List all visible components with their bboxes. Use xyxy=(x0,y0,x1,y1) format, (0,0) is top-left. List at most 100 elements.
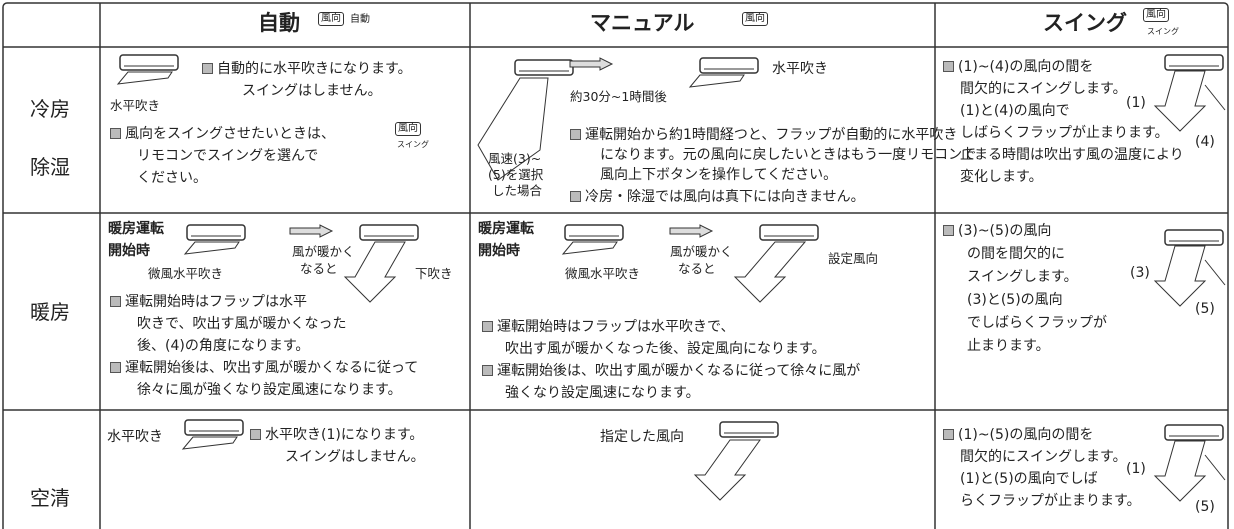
caption: 設定風向 xyxy=(828,251,879,266)
caption: 風速(3)~ xyxy=(488,151,542,166)
ac-unit xyxy=(186,224,246,241)
note-line: リモコンでスイングを選んで xyxy=(137,148,319,164)
caption: 暖房運転 xyxy=(108,221,164,237)
ac-unit xyxy=(1164,229,1224,246)
caption: (3) xyxy=(1130,265,1150,281)
airflow-arrow xyxy=(1153,440,1207,502)
ac-unit xyxy=(359,224,419,241)
note-line: (1)と(4)の風向で xyxy=(960,103,1070,119)
column-title: 自動 xyxy=(258,11,300,35)
caption: なると xyxy=(678,261,716,276)
note-line: 水平吹き(1)になります。 xyxy=(249,427,424,443)
caption: した場合 xyxy=(492,183,543,198)
next-arrow xyxy=(289,224,334,238)
note-line: 運転開始時はフラップは水平吹きで、 xyxy=(481,319,735,335)
icon: 風向 xyxy=(1143,8,1169,22)
note-line: 風向上下ボタンを操作してください。 xyxy=(600,167,838,183)
caption: 風が暖かく xyxy=(670,244,733,259)
icon: 風向 xyxy=(395,122,421,136)
caption: 微風水平吹き xyxy=(148,266,224,281)
row-label: 暖房 xyxy=(30,300,70,324)
icon: 風向 xyxy=(318,12,344,26)
caption: 約30分~1時間後 xyxy=(570,89,667,104)
note-line: ください。 xyxy=(137,170,207,186)
note-line: 吹出す風が暖かくなった後、設定風向になります。 xyxy=(505,341,826,357)
ac-unit xyxy=(564,224,624,241)
airflow-arrow xyxy=(688,74,745,88)
note-line: 運転開始後は、吹出す風が暖かくなるに従って徐々に風が xyxy=(481,363,861,379)
note-line: 風向をスイングさせたいときは、 xyxy=(110,126,335,142)
note-line: らくフラップが止まります。 xyxy=(960,493,1141,509)
note-line: (1)~(5)の風向の間を xyxy=(942,427,1094,443)
airflow-arrow xyxy=(733,241,807,303)
swing-arrow xyxy=(1204,454,1226,481)
caption: 微風水平吹き xyxy=(565,266,641,281)
caption: 下吹き xyxy=(415,266,453,281)
airflow-arrow xyxy=(561,241,618,255)
airflow-arrow xyxy=(183,241,240,255)
row-label: 除湿 xyxy=(30,155,70,179)
caption: なると xyxy=(300,261,338,276)
note-line: の間を間欠的に xyxy=(967,246,1065,262)
note-line: でしばらくフラップが xyxy=(967,315,1107,331)
swing-arrow xyxy=(1204,84,1226,111)
note-line: 徐々に風が強くなり設定風速になります。 xyxy=(137,382,402,398)
note-line: スイングはしません。 xyxy=(285,449,425,465)
ac-unit xyxy=(1164,54,1224,71)
note-line: 間欠的にスイングします。 xyxy=(960,81,1127,97)
airflow-arrow xyxy=(477,77,549,181)
caption: (5) xyxy=(1195,301,1215,317)
ac-unit xyxy=(1164,424,1224,441)
next-arrow xyxy=(569,57,614,71)
note-line: 冷房・除湿では風向は真下には向きません。 xyxy=(570,189,865,205)
note-line: スイングはしません。 xyxy=(242,83,382,99)
caption: (1) xyxy=(1126,461,1146,477)
airflow-arrow xyxy=(693,439,761,501)
column-title: スイング xyxy=(1043,11,1127,35)
note-line: になります。元の風向に戻したいときはもう一度リモコンで xyxy=(600,147,977,163)
note-line: 止まる時間は吹出す風の温度により xyxy=(960,147,1184,163)
note-line: 強くなり設定風速になります。 xyxy=(505,385,700,401)
caption: (4) xyxy=(1195,134,1215,150)
caption: (1) xyxy=(1126,95,1146,111)
row-label: 冷房 xyxy=(30,97,70,121)
caption: 開始時 xyxy=(478,243,520,259)
airflow-arrow xyxy=(116,71,173,85)
note-line: (1)と(5)の風向でしば xyxy=(960,471,1098,487)
ac-unit xyxy=(514,59,574,76)
ac-unit xyxy=(759,224,819,241)
note-line: 吹きで、吹出す風が暖かくなった xyxy=(137,316,347,332)
icon-caption: スイング xyxy=(397,140,429,149)
caption: 水平吹き xyxy=(110,98,161,113)
note-line: 間欠的にスイングします。 xyxy=(960,449,1127,465)
caption: 水平吹き xyxy=(772,61,828,77)
note-line: (3)~(5)の風向 xyxy=(942,223,1052,239)
note-line: (3)と(5)の風向 xyxy=(967,292,1063,308)
airflow-arrow xyxy=(1153,245,1207,307)
icon-caption: スイング xyxy=(1147,27,1179,36)
note-line: 後、(4)の角度になります。 xyxy=(137,338,310,354)
note-line: スイングします。 xyxy=(967,269,1078,285)
airflow-arrow xyxy=(181,436,238,450)
icon: 風向 xyxy=(742,12,768,26)
row-label: 空清 xyxy=(30,486,70,510)
note-line: 変化します。 xyxy=(960,169,1043,185)
note-line: 運転開始後は、吹出す風が暖かくなるに従って xyxy=(109,360,419,376)
note-line: 止まります。 xyxy=(967,338,1050,354)
airflow-arrow xyxy=(343,241,406,303)
swing-arrow xyxy=(1204,259,1226,286)
ac-unit xyxy=(184,419,244,436)
ac-unit xyxy=(699,57,759,74)
ac-unit xyxy=(719,421,779,438)
caption: 水平吹き xyxy=(107,429,163,445)
note-line: (1)~(4)の風向の間を xyxy=(942,59,1094,75)
note-line: 自動的に水平吹きになります。 xyxy=(202,61,412,77)
caption: (5) xyxy=(1195,499,1215,515)
caption: 風が暖かく xyxy=(292,244,355,259)
note-line: 運転開始から約1時間経つと、フラップが自動的に水平吹き xyxy=(569,127,958,143)
caption: 暖房運転 xyxy=(478,221,534,237)
